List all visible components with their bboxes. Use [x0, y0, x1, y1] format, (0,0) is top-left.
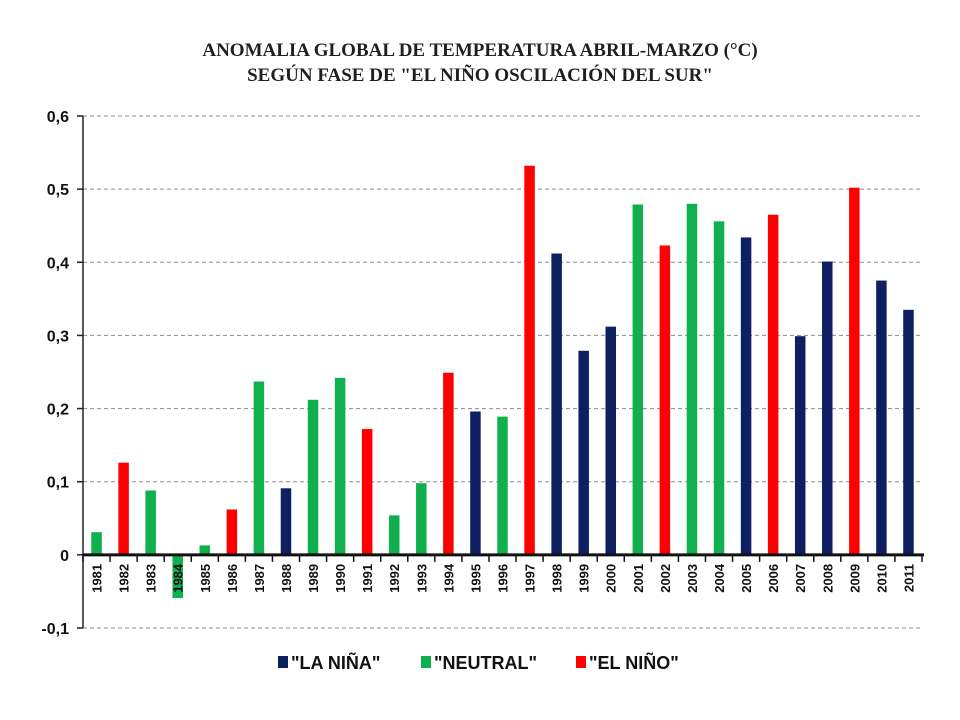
- x-tick-label: 1998: [550, 564, 565, 593]
- bar: [794, 336, 806, 555]
- x-tick-label: 2008: [820, 564, 835, 593]
- bar: [578, 350, 589, 555]
- bar: [199, 545, 211, 555]
- bar: [767, 214, 779, 555]
- x-tick-label: 1991: [360, 564, 375, 593]
- x-tick-label: 2007: [793, 564, 808, 593]
- bar: [388, 515, 400, 555]
- bar: [605, 326, 617, 555]
- bar: [632, 204, 644, 555]
- x-tick-label: 1989: [306, 564, 321, 593]
- bar: [903, 309, 914, 555]
- bar: [253, 381, 265, 555]
- x-tick-label: 1994: [441, 563, 456, 593]
- bar: [416, 483, 427, 555]
- y-tick-label: 0,3: [47, 328, 69, 345]
- legend-label-el_nino: "EL NIÑO": [589, 652, 679, 673]
- x-tick-label: 1995: [468, 564, 483, 593]
- bar: [172, 554, 183, 599]
- chart-title: ANOMALIA GLOBAL DE TEMPERATURA ABRIL-MAR…: [202, 40, 758, 61]
- legend-swatch-la_nina: [278, 656, 288, 668]
- bar: [307, 399, 319, 555]
- y-tick-label: 0,1: [47, 475, 69, 492]
- x-tick-label: 1993: [414, 564, 429, 593]
- bar: [145, 490, 156, 555]
- x-tick-label: 1988: [279, 564, 294, 593]
- bar: [91, 532, 102, 555]
- x-tick-label: 1987: [252, 564, 267, 593]
- bar: [849, 187, 860, 555]
- y-tick-label: 0,2: [47, 402, 69, 419]
- bar: [876, 280, 887, 555]
- x-tick-label: 1992: [387, 564, 402, 593]
- legend-label-neutral: "NEUTRAL": [434, 653, 537, 673]
- x-tick-label: 2006: [766, 564, 781, 593]
- x-tick-label: 1981: [90, 564, 105, 593]
- x-tick-label: 2000: [604, 564, 619, 593]
- x-tick-label: 1997: [523, 564, 538, 593]
- y-tick-label: 0: [60, 548, 69, 565]
- bar: [361, 429, 373, 555]
- bar: [822, 261, 833, 555]
- y-tick-label: 0,5: [47, 182, 69, 199]
- bar: [497, 416, 508, 555]
- bar: [659, 245, 671, 555]
- y-tick-label: 0,4: [47, 255, 69, 272]
- x-tick-label: 2004: [712, 563, 727, 593]
- x-tick-label: 2011: [901, 564, 916, 592]
- bar: [334, 377, 346, 555]
- x-tick-label: 1996: [496, 564, 511, 593]
- bar: [443, 372, 454, 555]
- x-tick-label: 1990: [333, 564, 348, 593]
- x-tick-label: 2001: [631, 564, 646, 593]
- legend-swatch-neutral: [421, 656, 431, 668]
- x-tick-label: 1984: [171, 563, 186, 593]
- x-tick-label: 2005: [739, 564, 754, 593]
- bar: [740, 237, 752, 555]
- chart-title-block: ANOMALIA GLOBAL DE TEMPERATURA ABRIL-MAR…: [0, 38, 960, 88]
- x-tick-label: 1985: [198, 564, 213, 593]
- x-tick-label: 2002: [658, 564, 673, 593]
- x-tick-label: 1982: [117, 564, 132, 593]
- x-tick-label: 1983: [144, 564, 159, 593]
- bar: [280, 488, 292, 555]
- x-tick-label: 1986: [225, 564, 240, 593]
- bar: [686, 203, 698, 555]
- bar: [713, 221, 725, 555]
- legend-swatch-el_nino: [576, 656, 586, 668]
- x-tick-label: 2009: [847, 564, 862, 593]
- legend-label-la_nina: "LA NIÑA": [291, 652, 380, 673]
- bar: [226, 509, 238, 555]
- x-tick-label: 2010: [874, 564, 889, 593]
- y-tick-label: 0,6: [47, 109, 69, 126]
- bar: [524, 165, 535, 555]
- bar: [551, 253, 562, 555]
- x-tick-label: 1999: [577, 564, 592, 593]
- chart-subtitle: SEGÚN FASE DE "EL NIÑO OSCILACIÓN DEL SU…: [247, 65, 713, 86]
- y-tick-label: -0,1: [41, 621, 69, 638]
- bar: [470, 411, 481, 555]
- bar: [118, 462, 129, 555]
- x-tick-label: 2003: [685, 564, 700, 593]
